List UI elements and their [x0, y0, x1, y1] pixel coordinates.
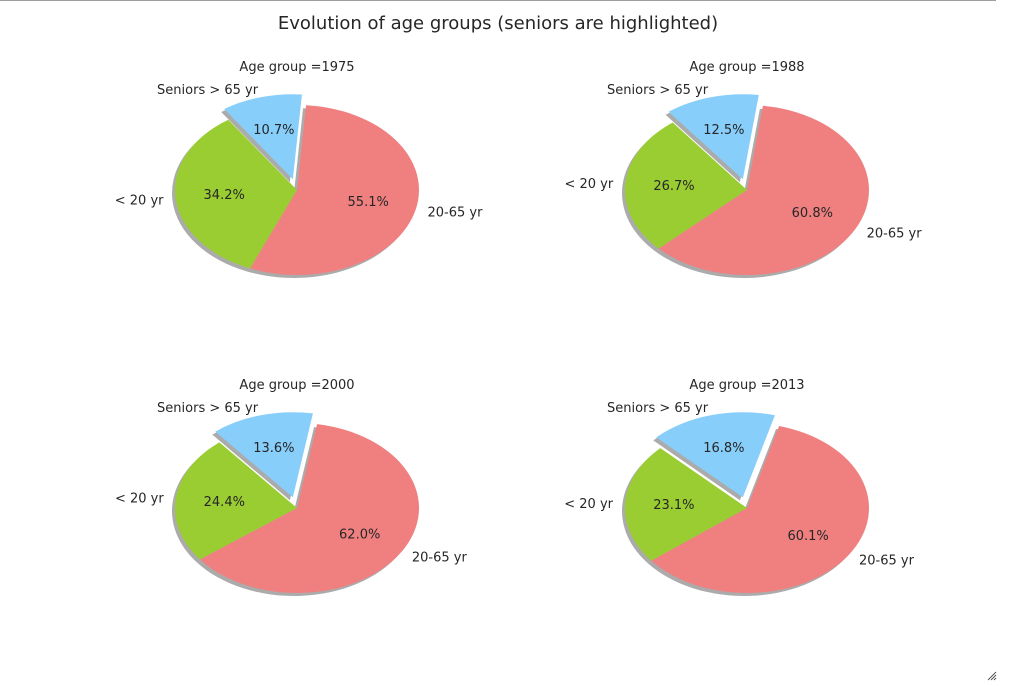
pie-slice-20-65-yr — [651, 425, 869, 594]
pie-wedge-group — [175, 412, 420, 594]
pie-panel-1: Age group =1988 12.5% Seniors > 65 yr 26.7%… — [564, 60, 923, 279]
pie-panel-2: Age group =2000 13.6% Seniors > 65 yr 24.4%… — [115, 378, 468, 597]
pie-slice-20-yr — [624, 448, 747, 561]
pie-pct-label: 16.8% — [703, 441, 744, 456]
pie-slice-20-65-yr — [250, 105, 419, 275]
pie-slice-20-yr — [175, 119, 297, 269]
pie-label-group: 16.8% Seniors > 65 yr 23.1% < 20 yr 60.1% 20-… — [564, 401, 914, 569]
pie-category-label: 20-65 yr — [867, 226, 923, 241]
pie-pct-label: 34.2% — [204, 188, 245, 203]
pie-pct-label: 62.0% — [339, 527, 380, 542]
pie-slice-seniors-65-yr — [668, 94, 759, 180]
pie-pct-label: 60.8% — [792, 206, 833, 221]
pie-category-label: < 20 yr — [564, 497, 613, 512]
pie-label-group: 13.6% Seniors > 65 yr 24.4% < 20 yr 62.0% 20-… — [115, 401, 468, 565]
pie-slice-20-yr — [175, 442, 297, 560]
pie-category-label: Seniors > 65 yr — [607, 83, 709, 98]
pie-wedge-group — [624, 94, 870, 276]
pie-slice-20-65-yr — [658, 105, 870, 276]
pie-title: Age group =2000 — [239, 378, 354, 393]
pie-label-group: 10.7% Seniors > 65 yr 34.2% < 20 yr 55.1% 20-… — [115, 83, 483, 221]
pie-slice-seniors-65-yr — [215, 412, 313, 498]
pie-title: Age group =1975 — [239, 60, 354, 75]
pie-category-label: Seniors > 65 yr — [157, 83, 259, 98]
pie-category-label: Seniors > 65 yr — [607, 401, 709, 416]
pie-pct-label: 26.7% — [653, 179, 694, 194]
pie-panel-3: Age group =2013 16.8% Seniors > 65 yr 23.1%… — [564, 378, 915, 597]
pie-slice-20-yr — [624, 122, 747, 249]
pie-pct-label: 10.7% — [253, 123, 294, 138]
pie-slice-seniors-65-yr — [224, 94, 302, 180]
pie-category-label: 20-65 yr — [412, 550, 468, 565]
pie-panel-0: Age group =1975 10.7% Seniors > 65 yr 34.2%… — [115, 60, 483, 278]
pie-category-label: 20-65 yr — [859, 554, 915, 569]
pie-category-label: Seniors > 65 yr — [157, 401, 259, 416]
pie-wedge-group — [624, 412, 869, 594]
top-divider — [0, 0, 996, 1]
pie-category-label: < 20 yr — [564, 177, 613, 192]
pie-pct-label: 13.6% — [253, 441, 294, 456]
pie-wedge-group — [175, 94, 419, 275]
pie-label-group: 12.5% Seniors > 65 yr 26.7% < 20 yr 60.8% 20-… — [564, 83, 923, 241]
resize-handle-icon[interactable] — [985, 669, 997, 681]
pie-slice-20-65-yr — [199, 424, 420, 594]
pie-category-label: < 20 yr — [115, 491, 164, 506]
pie-title: Age group =1988 — [689, 60, 804, 75]
pie-category-label: < 20 yr — [115, 194, 164, 209]
pie-pct-label: 55.1% — [348, 195, 389, 210]
pie-title: Age group =2013 — [689, 378, 804, 393]
pie-category-label: 20-65 yr — [428, 206, 484, 221]
pie-pct-label: 23.1% — [653, 498, 694, 513]
pie-pct-label: 24.4% — [204, 495, 245, 510]
pie-pct-label: 60.1% — [787, 529, 828, 544]
figure-title: Evolution of age groups (seniors are hig… — [278, 13, 718, 34]
pie-pct-label: 12.5% — [703, 123, 744, 138]
pie-slice-seniors-65-yr — [656, 412, 775, 498]
